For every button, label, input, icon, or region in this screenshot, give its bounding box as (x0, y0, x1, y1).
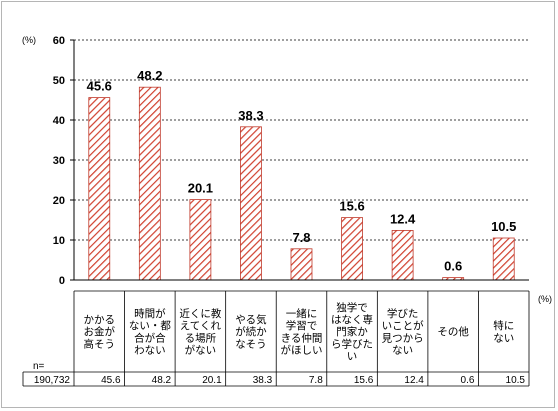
table-value-4: 7.8 (309, 375, 323, 386)
y-tick-label-40: 40 (53, 115, 65, 127)
y-tick-label-10: 10 (53, 235, 65, 247)
category-label-7-line-0: その他 (437, 325, 469, 338)
table-value-1: 48.2 (152, 375, 172, 386)
y-axis-unit: (%) (22, 35, 36, 45)
bar-4 (290, 248, 313, 281)
category-label-4-line-0: 一緒に (286, 307, 318, 320)
y-tick-label-60: 60 (53, 35, 65, 47)
category-label-2-line-1: えてくれ (180, 320, 222, 332)
data-label-1: 48.2 (137, 68, 162, 83)
category-label-1-line-1: ない・都 (129, 320, 171, 332)
category-label-1-line-0: 時間が (134, 307, 166, 320)
data-label-2: 20.1 (188, 181, 213, 196)
category-label-4-line-2: きる仲間 (281, 331, 323, 344)
category-label-5-line-1: はなく専 (331, 314, 373, 326)
category-label-5-line-0: 独学で (336, 301, 368, 314)
category-label-3-line-2: なそう (235, 338, 267, 350)
bar-0 (88, 97, 111, 281)
bar-1 (138, 86, 161, 281)
category-label-2-line-0: 近くに教 (179, 307, 221, 320)
data-label-8: 10.5 (491, 219, 516, 234)
category-label-6-line-0: 学びた (387, 307, 419, 320)
category-label-5-line-3: ら学びた (331, 337, 373, 350)
axis-layer: 0 10 20 30 40 50 60 (%) (22, 35, 529, 287)
category-label-4-line-1: 学習で (286, 319, 318, 332)
category-label-8-line-0: 特に (493, 320, 514, 332)
data-label-3: 38.3 (238, 108, 263, 123)
category-label-3-line-0: やる気 (235, 313, 267, 326)
bar-5 (341, 217, 363, 281)
category-label-6-line-2: 見つから (382, 332, 424, 344)
category-label-8-line-1: ない (493, 332, 514, 344)
category-label-5-line-2: 門家か (336, 325, 368, 338)
category-label-4-line-3: がほしい (281, 343, 323, 356)
category-label-0-line-0: かかる (84, 314, 116, 326)
table-value-6: 12.4 (404, 375, 424, 386)
table-value-8: 10.5 (506, 375, 526, 386)
data-label-4: 7.8 (292, 230, 310, 245)
n-label: n= (33, 361, 45, 372)
table-value-0: 45.6 (101, 375, 121, 386)
data-label-7: 0.6 (444, 259, 462, 274)
table-value-3: 38.3 (253, 375, 273, 386)
bar-2 (189, 199, 212, 281)
bar-8 (492, 237, 515, 281)
category-label-6-line-1: いことが (382, 319, 424, 332)
y-tick-label-0: 0 (59, 275, 65, 287)
category-label-5-line-4: い (347, 351, 358, 363)
category-label-1-line-2: 合が合 (134, 331, 166, 344)
y-tick-label-20: 20 (53, 195, 65, 207)
bars-layer: 45.6 48.2 20.1 38.3 7.8 15.6 12.4 0.6 10.5 (87, 68, 516, 281)
data-label-5: 15.6 (339, 199, 364, 214)
table-value-7: 0.6 (461, 375, 475, 386)
category-label-6-line-3: ない (392, 344, 413, 356)
category-label-1-line-3: わない (134, 344, 166, 356)
category-label-0-line-1: お金が (84, 325, 116, 338)
data-table: かかるお金が高そう時間がない・都合が合わない近くに教えてくれる場所がないやる気が… (22, 290, 552, 387)
bar-3 (240, 126, 262, 281)
table-value-2: 20.1 (202, 375, 222, 386)
table-value-5: 15.6 (354, 375, 374, 386)
category-label-2-line-3: がない (185, 343, 217, 356)
table-unit: (%) (538, 294, 552, 304)
data-label-6: 12.4 (390, 211, 416, 226)
n-value: 190,732 (34, 375, 71, 386)
y-tick-label-50: 50 (53, 75, 65, 87)
category-label-0-line-2: 高そう (84, 337, 116, 350)
category-label-2-line-2: る場所 (185, 331, 217, 344)
category-label-3-line-1: が続か (235, 325, 267, 338)
data-label-0: 45.6 (87, 79, 112, 94)
y-tick-label-30: 30 (53, 155, 65, 167)
bar-6 (391, 229, 414, 281)
